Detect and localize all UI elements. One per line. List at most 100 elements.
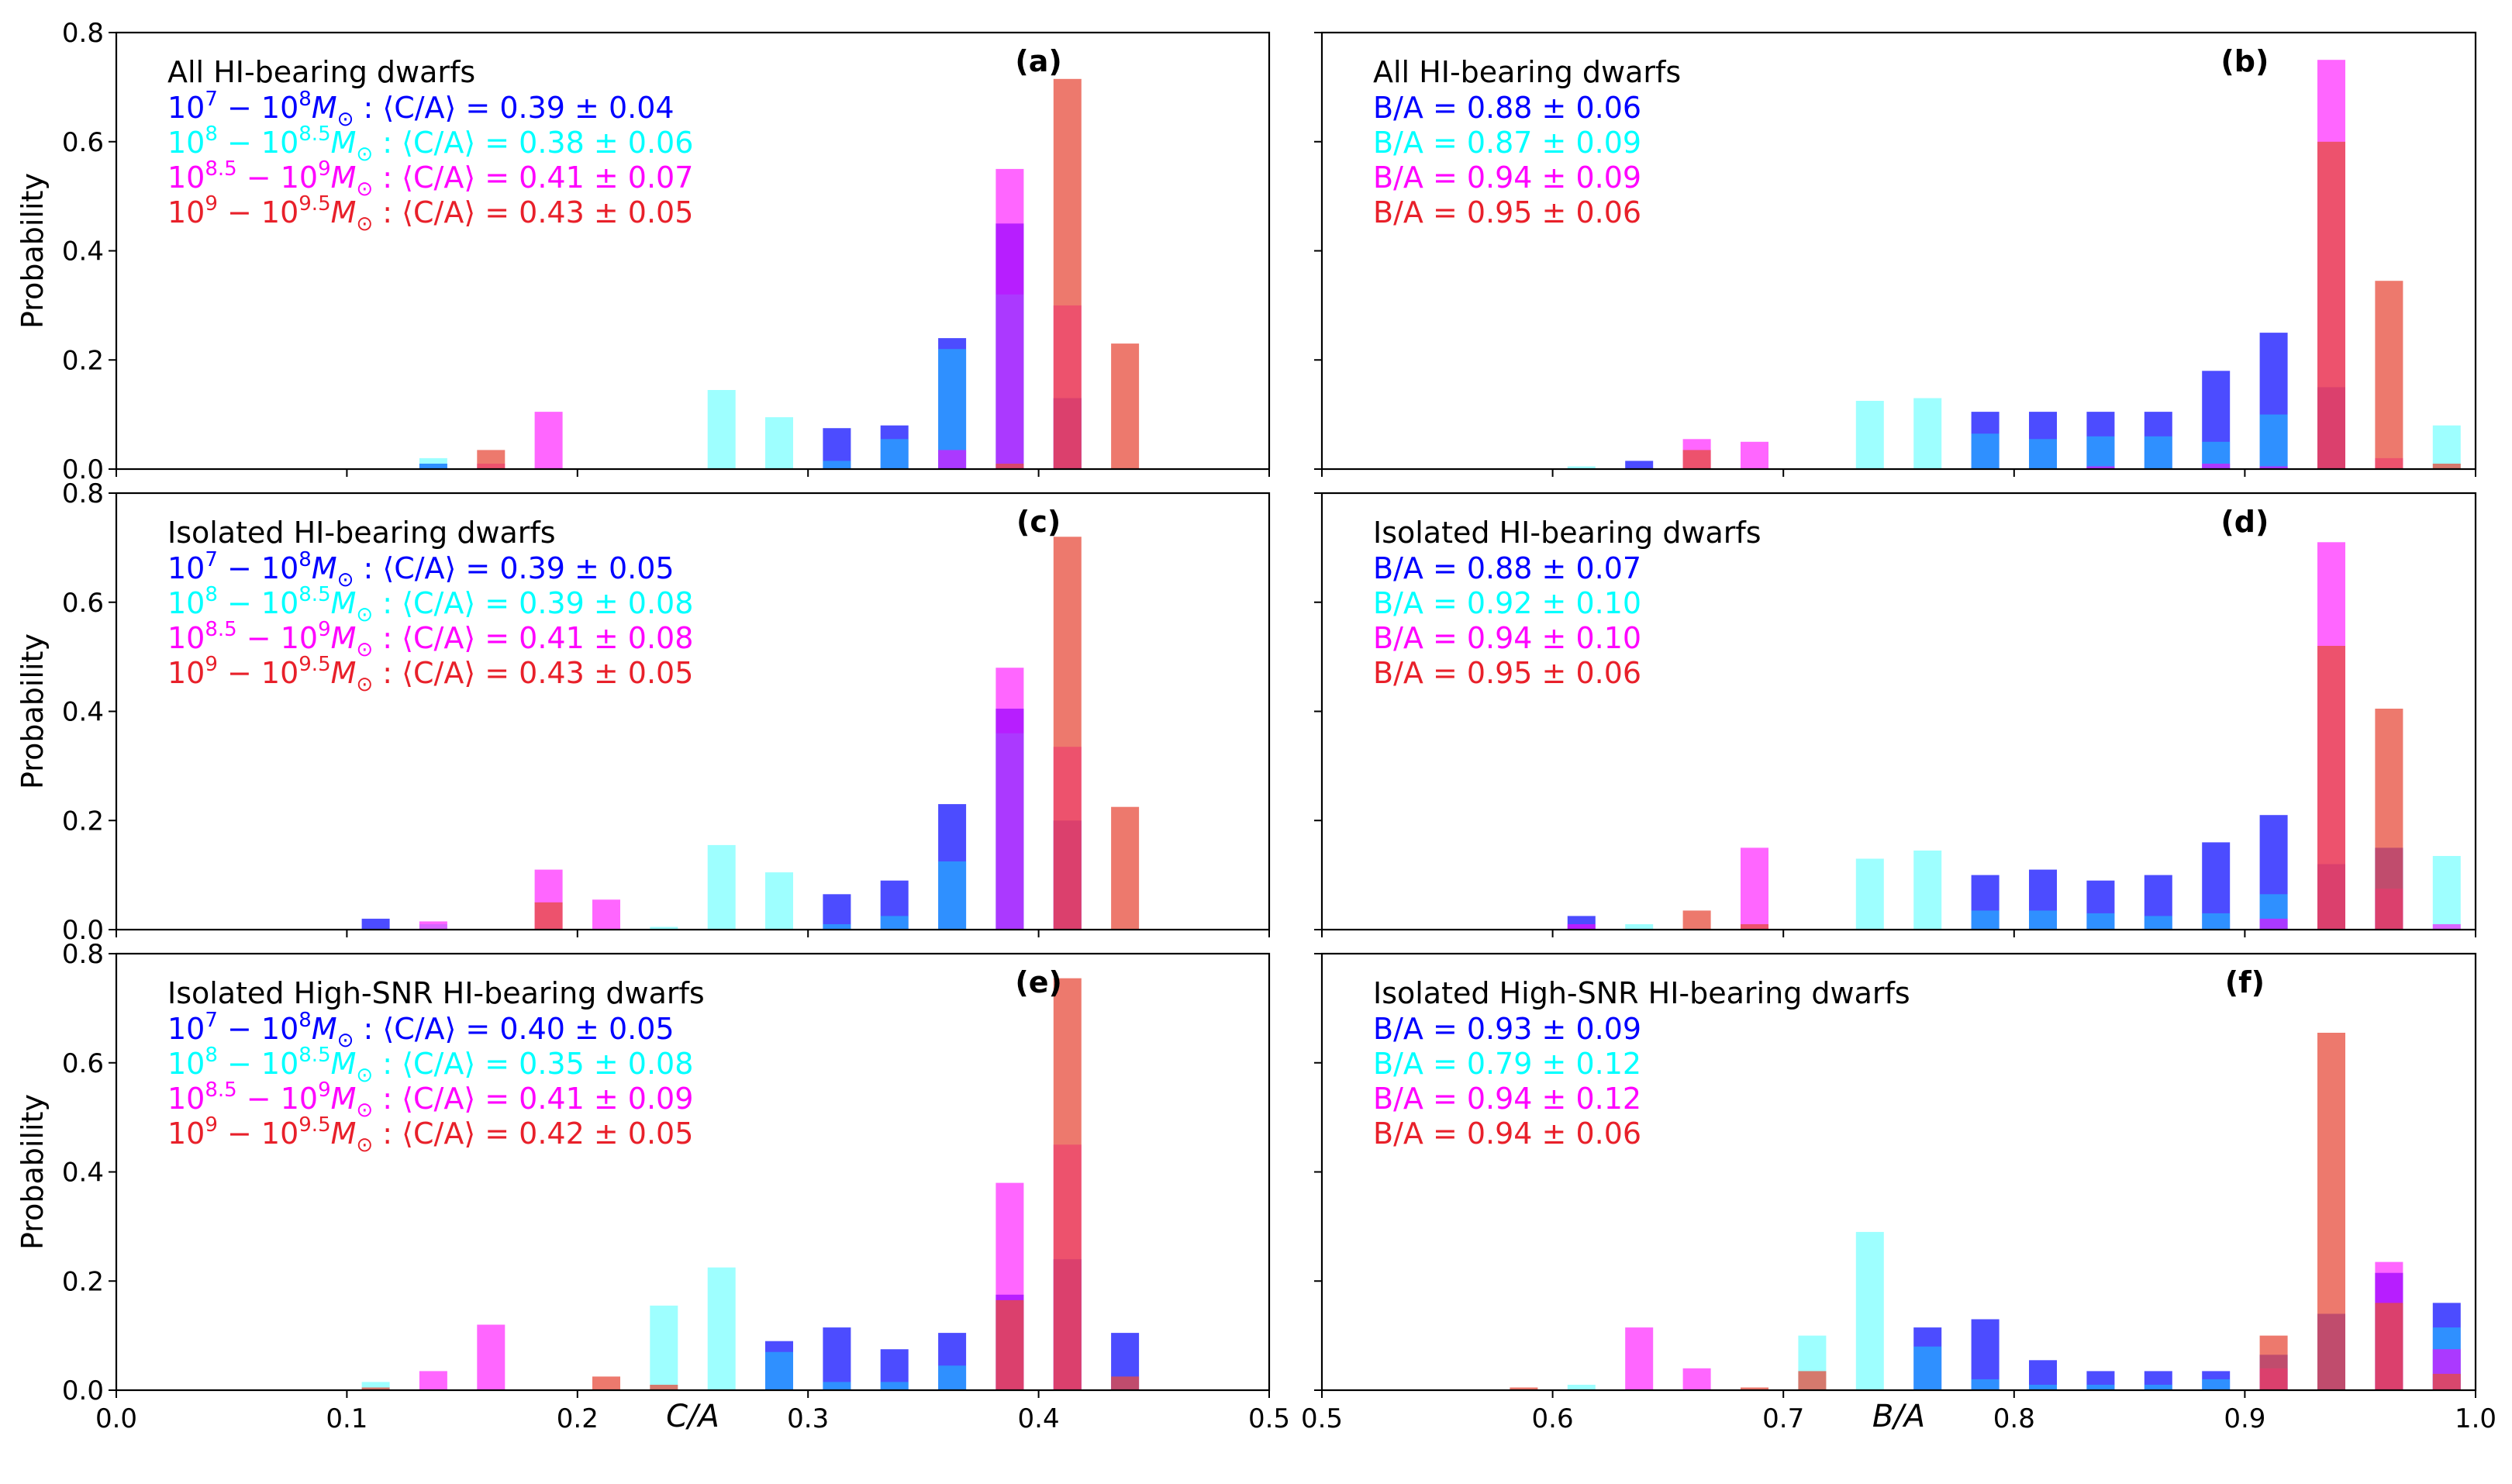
y-tick-label: 0.8 bbox=[62, 18, 104, 49]
bar bbox=[1111, 1376, 1140, 1390]
legend-entry: B/A = 0.88 ± 0.06 bbox=[1373, 91, 1641, 125]
x-tick-label: 0.0 bbox=[95, 1403, 137, 1434]
x-tick-label: 0.1 bbox=[326, 1403, 367, 1434]
bar bbox=[707, 1267, 736, 1390]
panel-label: (a) bbox=[1015, 44, 1061, 78]
bar bbox=[765, 872, 793, 930]
legend-entry: B/A = 0.94 ± 0.12 bbox=[1373, 1082, 1641, 1116]
bar bbox=[2086, 1371, 2115, 1390]
panel-a: 0.0 0.2 0.4 0.6 0.8 Probability (a) All HI-bear… bbox=[16, 18, 1271, 485]
bar bbox=[2432, 425, 2461, 469]
bar bbox=[2432, 856, 2461, 930]
y-tick-label: 0.6 bbox=[62, 1048, 104, 1079]
bar bbox=[1510, 1387, 1538, 1390]
bar bbox=[2432, 1373, 2461, 1390]
legend-entry: B/A = 0.94 ± 0.10 bbox=[1373, 621, 1641, 655]
x-tick-label: 0.5 bbox=[1248, 1403, 1290, 1434]
bar bbox=[2086, 466, 2115, 469]
bar bbox=[2259, 1335, 2288, 1390]
bar bbox=[995, 464, 1024, 469]
bar bbox=[419, 921, 447, 930]
bar bbox=[2086, 913, 2115, 930]
bar bbox=[650, 927, 678, 930]
bar bbox=[1855, 858, 1884, 930]
y-tick-label: 0.4 bbox=[62, 236, 104, 267]
bar bbox=[361, 1387, 390, 1390]
panel-title: Isolated HI-bearing dwarfs bbox=[1373, 516, 1762, 550]
bar bbox=[1913, 1327, 1942, 1390]
bar bbox=[2202, 842, 2231, 930]
bar bbox=[592, 899, 620, 930]
panel-title: Isolated HI-bearing dwarfs bbox=[167, 516, 556, 550]
legend-entry: 107 − 108M⊙ : ⟨C/A⟩ = 0.39 ± 0.04 bbox=[167, 88, 675, 131]
y-tick-label: 0.8 bbox=[62, 478, 104, 509]
bar bbox=[2029, 439, 2057, 469]
panel-title: Isolated High-SNR HI-bearing dwarfs bbox=[1373, 976, 1910, 1010]
bar bbox=[2144, 1371, 2172, 1390]
bar bbox=[2259, 815, 2288, 930]
legend-entry: 108.5 − 109M⊙ : ⟨C/A⟩ = 0.41 ± 0.07 bbox=[167, 157, 693, 201]
bar bbox=[1625, 1327, 1654, 1390]
x-tick-label: 0.3 bbox=[787, 1403, 829, 1434]
bar bbox=[995, 1299, 1024, 1390]
bar bbox=[2259, 333, 2288, 469]
bar bbox=[1798, 1371, 1827, 1390]
bar bbox=[2086, 412, 2115, 469]
y-tick-label: 0.6 bbox=[62, 127, 104, 158]
bar bbox=[1053, 78, 1082, 470]
bar bbox=[361, 1382, 390, 1390]
bar bbox=[823, 924, 851, 930]
bar bbox=[534, 902, 563, 930]
y-axis-label: Probability bbox=[16, 173, 50, 329]
legend-entry: B/A = 0.95 ± 0.06 bbox=[1373, 656, 1641, 690]
y-tick-label: 0.2 bbox=[62, 1266, 104, 1297]
bar bbox=[880, 425, 909, 469]
y-tick-label: 0.0 bbox=[62, 454, 104, 485]
bar bbox=[823, 894, 851, 930]
legend-entry: 108.5 − 109M⊙ : ⟨C/A⟩ = 0.41 ± 0.09 bbox=[167, 1078, 693, 1122]
bar bbox=[1855, 1231, 1884, 1390]
legend-entry: B/A = 0.94 ± 0.09 bbox=[1373, 160, 1641, 195]
bar bbox=[2029, 869, 2057, 930]
legend-entry: 109 − 109.5M⊙ : ⟨C/A⟩ = 0.43 ± 0.05 bbox=[167, 653, 693, 696]
panel-title: Isolated High-SNR HI-bearing dwarfs bbox=[167, 976, 705, 1010]
bar bbox=[2144, 412, 2172, 469]
bar bbox=[823, 1327, 851, 1390]
bar bbox=[938, 450, 967, 469]
bar bbox=[477, 1324, 506, 1390]
bar bbox=[823, 428, 851, 469]
y-tick-label: 0.0 bbox=[62, 1375, 104, 1406]
y-axis-label: Probability bbox=[16, 1094, 50, 1250]
bar bbox=[1053, 978, 1082, 1390]
bar bbox=[2259, 466, 2288, 469]
bar bbox=[2259, 414, 2288, 469]
bar bbox=[765, 417, 793, 469]
panel-label: (d) bbox=[2220, 505, 2269, 539]
x-tick-label: 0.4 bbox=[1018, 1403, 1060, 1434]
legend-entry: 109 − 109.5M⊙ : ⟨C/A⟩ = 0.43 ± 0.05 bbox=[167, 192, 693, 236]
bar bbox=[2144, 875, 2172, 930]
bar bbox=[1053, 537, 1082, 930]
y-tick-label: 0.6 bbox=[62, 588, 104, 619]
bar bbox=[823, 1382, 851, 1390]
legend-entry: 108 − 108.5M⊙ : ⟨C/A⟩ = 0.38 ± 0.06 bbox=[167, 123, 693, 166]
bar bbox=[995, 668, 1024, 930]
bar bbox=[419, 464, 447, 469]
panel-e: 0.0 0.2 0.4 0.6 0.8 0.0 0.1 0.2 0.3 0.4 0.5 Probabi… bbox=[16, 939, 1290, 1434]
bar bbox=[938, 349, 967, 469]
legend-entry: B/A = 0.95 ± 0.06 bbox=[1373, 195, 1641, 230]
bar bbox=[880, 439, 909, 469]
bar bbox=[938, 1365, 967, 1390]
legend-entry: 109 − 109.5M⊙ : ⟨C/A⟩ = 0.42 ± 0.05 bbox=[167, 1113, 693, 1157]
panel-label: (f) bbox=[2225, 965, 2265, 999]
panel-f: 0.5 0.6 0.7 0.8 0.9 1.0 (f) Isolated High-SNR H… bbox=[1301, 952, 2496, 1434]
legend-entry: B/A = 0.87 ± 0.09 bbox=[1373, 126, 1641, 160]
bar bbox=[2375, 1303, 2403, 1390]
bar bbox=[2317, 646, 2345, 930]
y-tick-label: 0.2 bbox=[62, 345, 104, 376]
legend-entry: 107 − 108M⊙ : ⟨C/A⟩ = 0.39 ± 0.05 bbox=[167, 548, 675, 592]
panel-label: (c) bbox=[1016, 505, 1061, 539]
